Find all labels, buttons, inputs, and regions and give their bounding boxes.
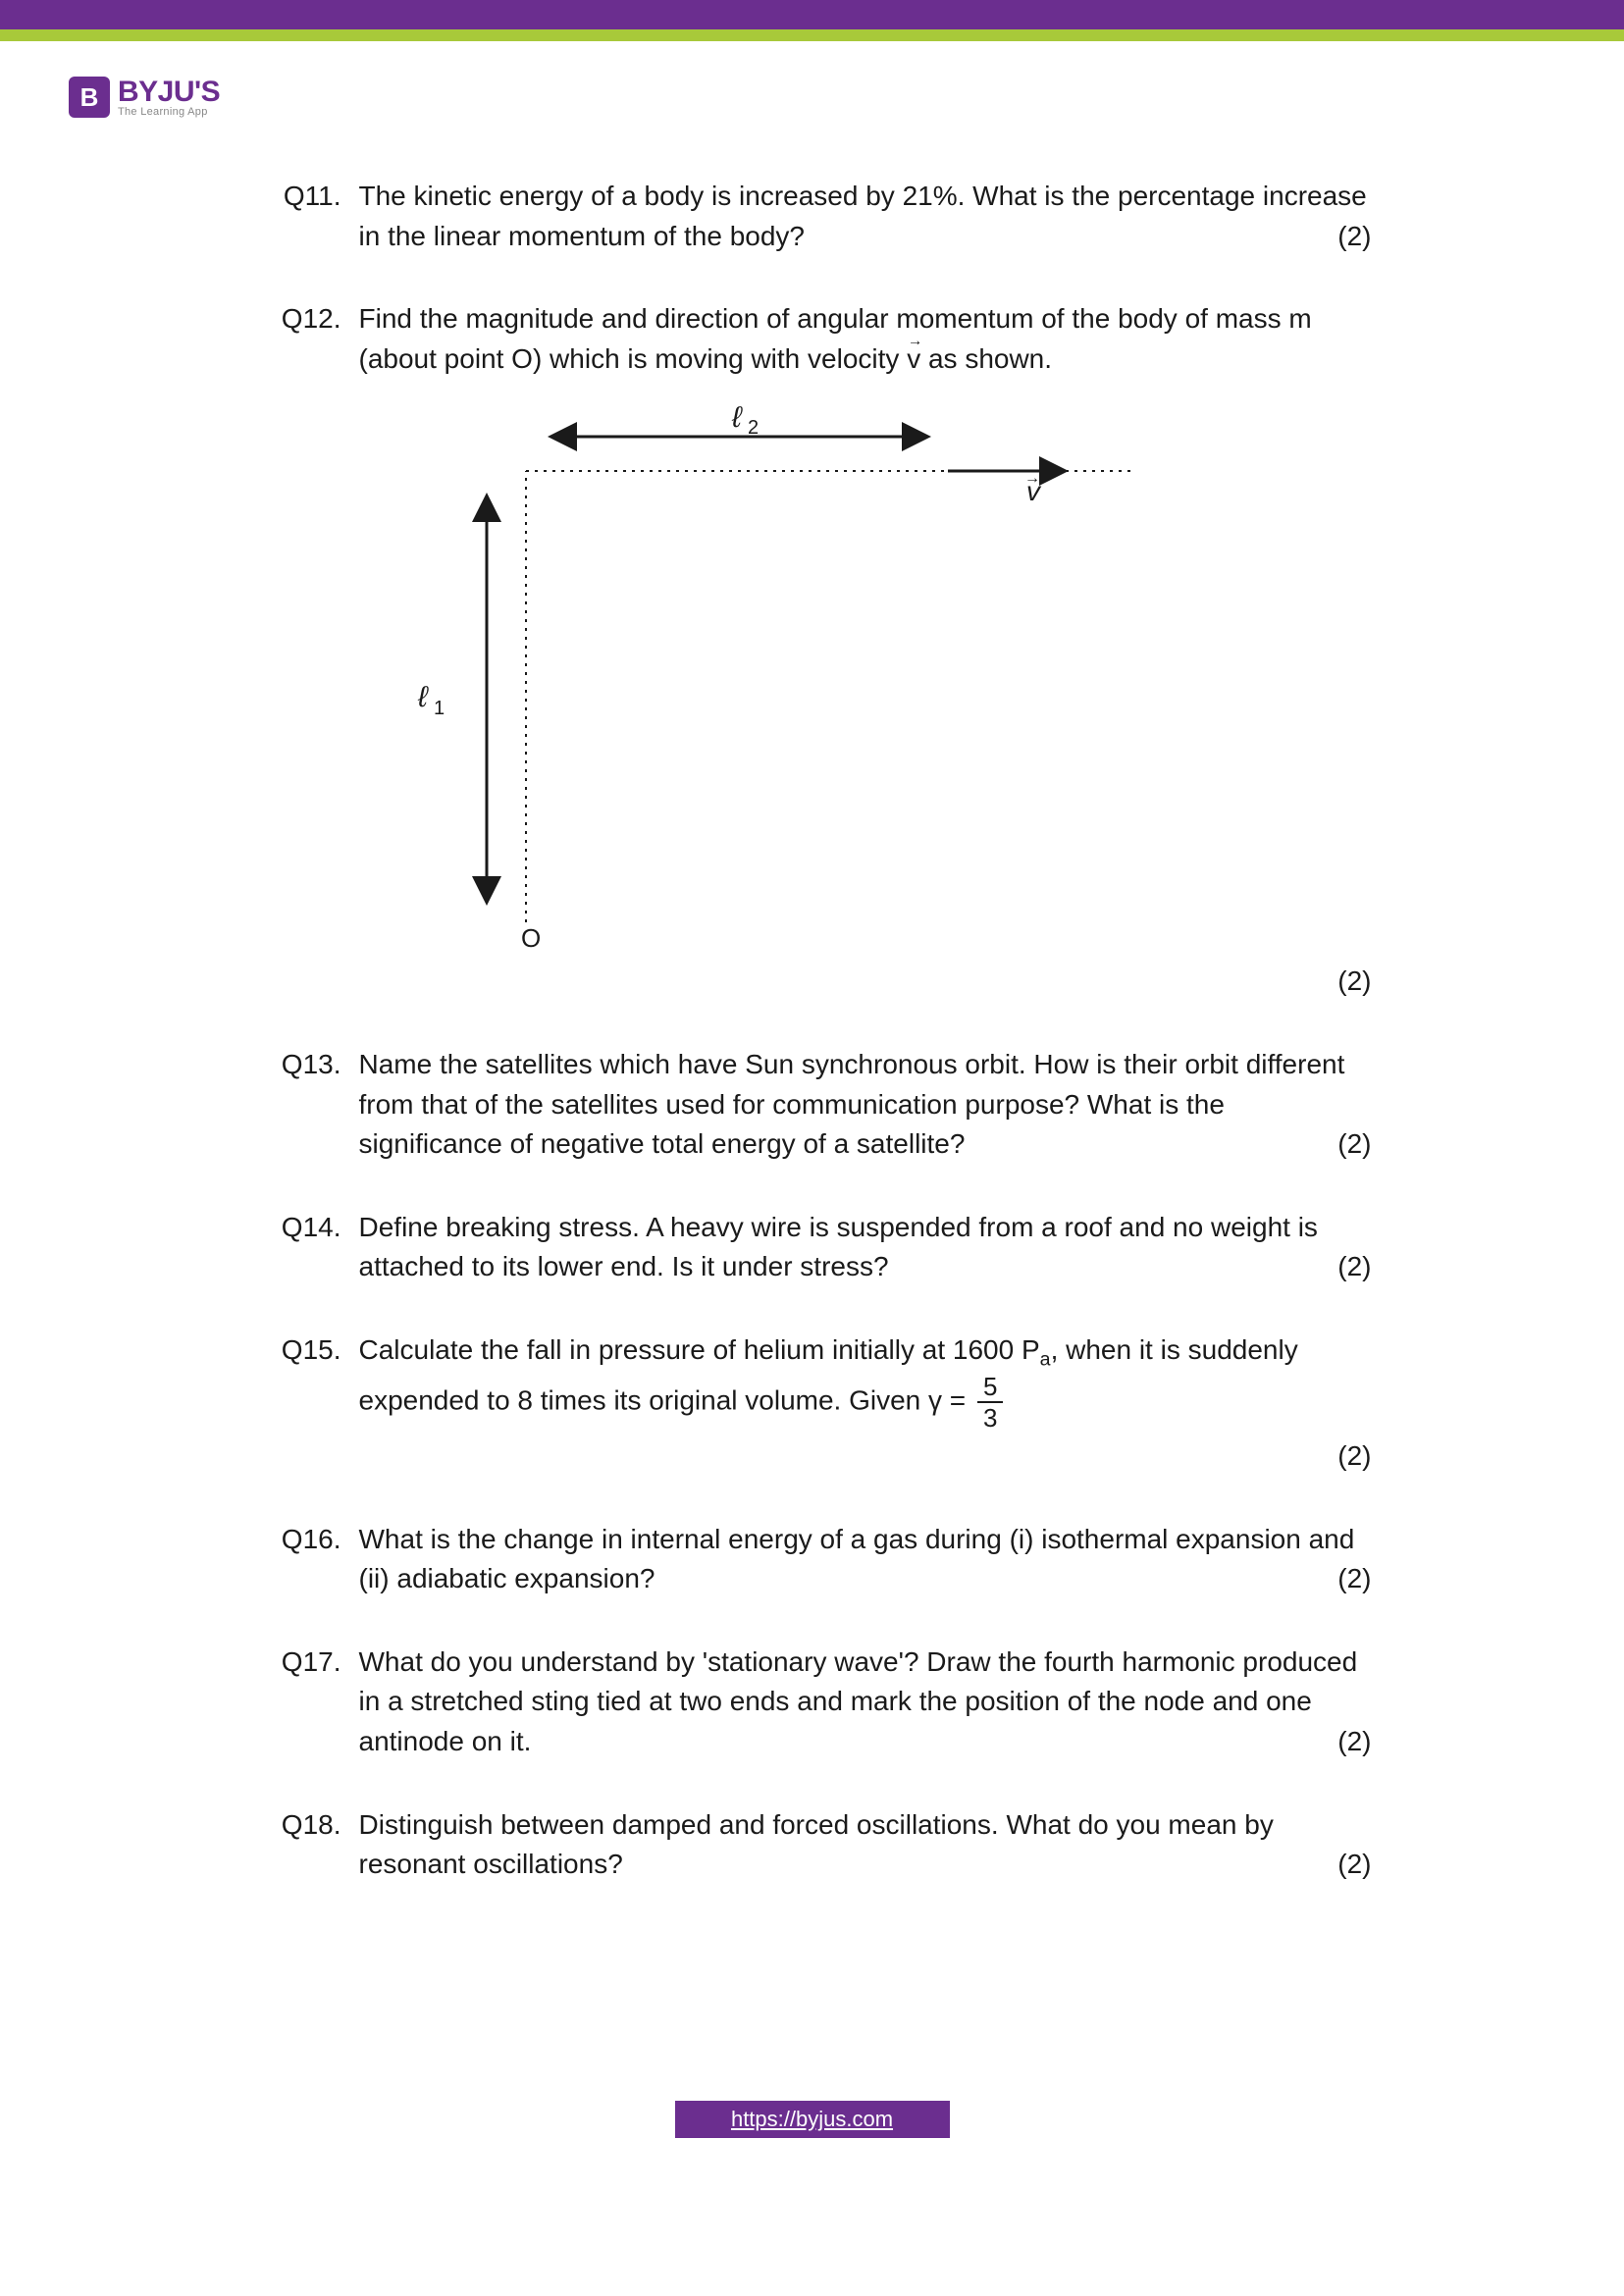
question-number: Q12. [253,299,341,1002]
svg-text:ℓ: ℓ [731,402,743,434]
question-body: The kinetic energy of a body is increase… [359,177,1372,256]
question-item: Q16. What is the change in internal ener… [253,1520,1372,1599]
question-number: Q14. [253,1208,341,1287]
question-list: Q11. The kinetic energy of a body is inc… [234,177,1391,1885]
question-item: Q14. Define breaking stress. A heavy wir… [253,1208,1372,1287]
question-item: Q18. Distinguish between damped and forc… [253,1805,1372,1885]
logo-badge-icon: B [69,77,110,118]
question-text: What do you understand by 'stationary wa… [359,1646,1358,1756]
svg-text:O: O [521,923,541,952]
question-body: What do you understand by 'stationary wa… [359,1643,1372,1762]
question-marks: (2) [1337,1722,1371,1762]
question-item: Q11. The kinetic energy of a body is inc… [253,177,1372,256]
question-text-a: Calculate the fall in pressure of helium… [359,1334,1040,1365]
svg-text:ℓ: ℓ [417,681,429,713]
question-item: Q17. What do you understand by 'stationa… [253,1643,1372,1762]
question-body: Define breaking stress. A heavy wire is … [359,1208,1372,1287]
svg-text:2: 2 [748,417,759,439]
question-text: The kinetic energy of a body is increase… [359,181,1367,251]
question-marks: (2) [1337,1845,1371,1885]
question-number: Q18. [253,1805,341,1885]
brand-logo: B BYJU'S The Learning App [0,77,1624,118]
question-marks: (2) [1337,1247,1371,1287]
vector-v-symbol: v [907,339,920,380]
angular-momentum-diagram: ℓ 2 ℓ 1 v → O [359,402,1372,952]
question-body: Calculate the fall in pressure of helium… [359,1331,1372,1477]
question-marks: (2) [359,962,1372,1002]
question-text-post: as shown. [920,343,1052,374]
question-item: Q13. Name the satellites which have Sun … [253,1045,1372,1165]
question-number: Q15. [253,1331,341,1477]
question-text: Name the satellites which have Sun synch… [359,1049,1345,1159]
question-marks: (2) [1337,1559,1371,1599]
question-body: Find the magnitude and direction of angu… [359,299,1372,1002]
fraction: 53 [977,1374,1003,1431]
question-number: Q16. [253,1520,341,1599]
question-marks: (2) [1337,1124,1371,1165]
svg-text:1: 1 [434,698,445,719]
fraction-denominator: 3 [983,1403,997,1431]
header-purple-bar [0,0,1624,29]
logo-text-block: BYJU'S The Learning App [118,78,220,118]
question-number: Q17. [253,1643,341,1762]
question-number: Q13. [253,1045,341,1165]
question-text-pre: Find the magnitude and direction of angu… [359,303,1312,374]
question-item: Q12. Find the magnitude and direction of… [253,299,1372,1002]
header-green-accent [0,29,1624,41]
question-text: Distinguish between damped and forced os… [359,1809,1274,1880]
question-body: Distinguish between damped and forced os… [359,1805,1372,1885]
question-body: What is the change in internal energy of… [359,1520,1372,1599]
question-item: Q15. Calculate the fall in pressure of h… [253,1331,1372,1477]
question-number: Q11. [253,177,341,256]
question-text: Define breaking stress. A heavy wire is … [359,1212,1318,1282]
logo-tagline: The Learning App [118,107,220,118]
footer-url[interactable]: https://byjus.com [675,2101,950,2138]
subscript-a: a [1040,1349,1051,1371]
svg-text:→: → [1024,470,1040,487]
question-marks: (2) [359,1436,1372,1477]
logo-name: BYJU'S [118,78,220,107]
question-marks: (2) [1337,217,1371,257]
question-text: What is the change in internal energy of… [359,1524,1355,1594]
fraction-numerator: 5 [977,1374,1003,1403]
question-body: Name the satellites which have Sun synch… [359,1045,1372,1165]
